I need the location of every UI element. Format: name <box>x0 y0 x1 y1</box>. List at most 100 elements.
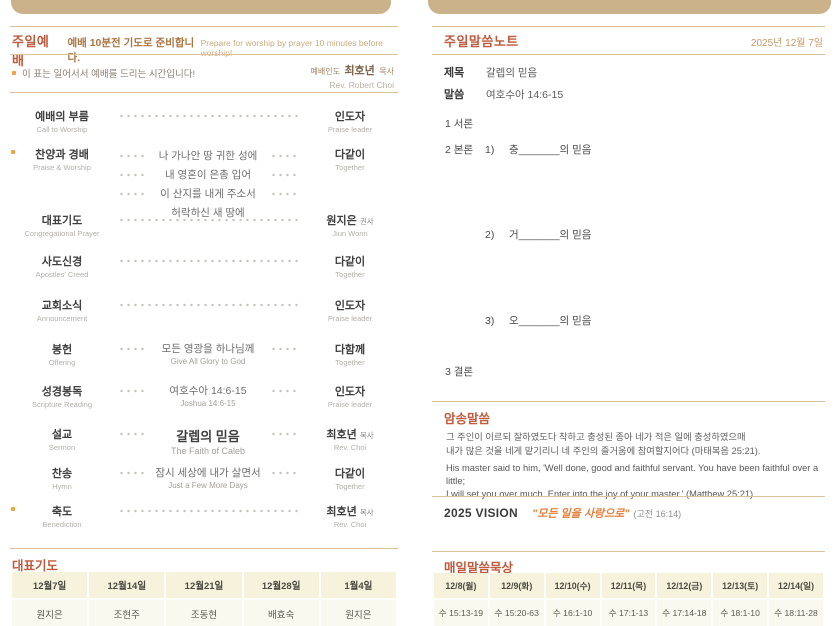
note-header: 주일말씀노트 <box>444 31 825 50</box>
table-header-cell: 12/13(토) <box>713 573 768 598</box>
table-cell: 원지은 <box>12 600 88 626</box>
dotted-leader <box>270 469 298 477</box>
leader-title: 목사 <box>379 67 394 76</box>
outline-point-3: 3) 오_______의 믿음 <box>485 315 592 327</box>
table-header-cell: 12/9(화) <box>489 573 544 598</box>
divider <box>432 551 825 552</box>
divider <box>432 54 825 55</box>
standing-marker-icon <box>11 150 15 154</box>
dotted-leader <box>270 345 298 353</box>
memory-verse-korean: 그 주인이 이르되 잘하였도다 착하고 충성된 종아 네가 적은 일에 충성하였… <box>446 432 761 456</box>
table-row: 수 15:13-19 수 15:20-63 수 16:1-10 수 17:1-1… <box>434 600 823 626</box>
right-top-bar <box>428 0 831 14</box>
dotted-leader <box>118 170 146 179</box>
sermon-note-page: 주일말씀노트 2025년 12월 7일 제목 갈렙의 믿음 말씀 여호수아 14… <box>428 0 831 626</box>
dotted-leader <box>118 256 298 265</box>
table-cell: 조동현 <box>166 600 242 626</box>
order-row-scripture-reading: 성경봉독 Scripture Reading 여호수아 14:6-15 Joshua… <box>31 385 373 409</box>
divider <box>10 92 398 93</box>
dotted-leader <box>270 189 298 198</box>
table-header-cell: 12/14(일) <box>769 573 823 598</box>
leader-prefix: 예배인도 <box>310 67 340 76</box>
worship-subtitle-en: Prepare for worship by prayer 10 minutes… <box>200 38 383 58</box>
table-cell: 수 17:1-13 <box>601 600 656 626</box>
dotted-leader <box>118 430 146 438</box>
divider <box>10 54 398 55</box>
table-header-cell: 12/10(수) <box>545 573 600 598</box>
divider <box>10 26 398 27</box>
order-row-benediction: 축도 Benediction 최호년 목사 Rev. Choi <box>10 503 398 529</box>
divider <box>10 548 398 549</box>
table-cell: 수 17:14-18 <box>657 600 712 626</box>
divider <box>432 26 825 27</box>
dotted-leader <box>118 506 298 515</box>
dotted-leader <box>118 215 298 224</box>
sermon-scripture-row: 말씀 여호수아 14:6-15 <box>444 89 564 101</box>
worship-leader: 예배인도 최호년 목사 Rev. Robert Choi <box>311 61 394 90</box>
table-header-cell: 12/11(목) <box>601 573 656 598</box>
dotted-leader <box>118 151 146 160</box>
order-row-apostles-creed: 사도신경 Apostles' Creed 다같이 Together <box>35 256 366 279</box>
outline-point-2: 2) 거_______의 믿음 <box>485 229 592 241</box>
worship-subtitle-ko: 예배 10분전 기도로 준비합니다. <box>67 37 195 64</box>
worship-order-page: 주일예배 예배 10분전 기도로 준비합니다. Prepare for wors… <box>10 0 398 626</box>
table-cell: 조현주 <box>89 600 165 626</box>
worship-title: 주일예배 <box>12 34 50 68</box>
table-header-cell: 12월14일 <box>89 572 165 598</box>
dotted-leader <box>270 170 298 179</box>
worship-header: 주일예배 예배 10분전 기도로 준비합니다. Prepare for wors… <box>12 31 398 69</box>
order-row-hymn: 찬송 Hymn 잠시 세상에 내가 살면서 Just a Few More Days… <box>51 467 366 491</box>
order-row-sermon: 설교 Sermon 갈렙의 믿음 The Faith of Caleb 최호년 목사… <box>48 429 374 456</box>
orange-square-icon <box>12 71 16 75</box>
left-top-bar <box>11 0 391 14</box>
order-row-offering: 봉헌 Offering 모든 영광을 하나님께 Give All Glory to … <box>48 343 366 367</box>
table-cell: 원지은 <box>320 600 396 626</box>
memory-verse-title: 암송말씀 <box>444 412 491 426</box>
dotted-leader <box>270 151 298 160</box>
standing-marker-icon <box>11 507 15 511</box>
table-header-cell: 12/12(금) <box>657 573 712 598</box>
note-title: 주일말씀노트 <box>444 34 519 49</box>
table-cell: 수 16:1-10 <box>545 600 600 626</box>
outline-intro: 1 서론 <box>445 118 474 130</box>
leader-name: 최호년 <box>344 65 375 77</box>
dotted-leader <box>270 430 298 438</box>
divider <box>432 496 825 497</box>
leader-name-en: Rev. Robert Choi <box>329 80 394 90</box>
table-header-cell: 12/8(월) <box>434 573 488 598</box>
table-header-cell: 12월28일 <box>243 572 319 598</box>
order-row-praise-worship: 찬양과 경배 Praise & Worship 나 가나안 땅 귀한 성에 내 영… <box>10 146 398 222</box>
sermon-title-row: 제목 갈렙의 믿음 <box>444 67 538 79</box>
prayer-schedule-title: 대표기도 <box>12 559 59 573</box>
table-cell: 수 18:1-10 <box>713 600 768 626</box>
dotted-leader <box>270 387 298 395</box>
divider <box>432 401 825 402</box>
memory-verse-english: His master said to him, 'Well done, good… <box>446 463 819 499</box>
dotted-leader <box>118 300 298 309</box>
dotted-leader <box>118 345 146 353</box>
daily-reading-table: 12/8(월) 12/9(화) 12/10(수) 12/11(목) 12/12(… <box>432 571 825 626</box>
prayer-schedule-table: 12월7일 12월14일 12월21일 12월28일 1월4일 원지은 조현주 … <box>10 570 398 626</box>
standing-notice: 이 표는 일어서서 예배를 드리는 시간입니다! <box>12 66 195 80</box>
order-row-announcement: 교회소식 Announcement 인도자 Praise leader <box>36 300 373 323</box>
table-header-cell: 12월7일 <box>12 572 88 598</box>
outline-point-1: 2 본론 1) 충_______의 믿음 <box>445 144 592 156</box>
dotted-leader <box>118 111 298 120</box>
dotted-leader <box>118 469 146 477</box>
table-cell: 수 15:13-19 <box>434 600 488 626</box>
table-row: 원지은 조현주 조동현 배효숙 원지은 <box>12 600 396 626</box>
song-list: 나 가나안 땅 귀한 성에 내 영혼이 은총 입어 이 산지를 내게 주소서 허… <box>114 146 302 222</box>
table-cell: 수 15:20-63 <box>489 600 544 626</box>
outline-conclusion: 3 결론 <box>445 366 474 378</box>
dotted-leader <box>118 387 146 395</box>
table-header-cell: 1월4일 <box>320 572 396 598</box>
dotted-leader <box>118 189 146 198</box>
table-cell: 배효숙 <box>243 600 319 626</box>
order-row-congregational-prayer: 대표기도 Congregational Prayer 원지은 권사 Jiun Won… <box>24 215 374 238</box>
table-header-cell: 12월21일 <box>166 572 242 598</box>
table-cell: 수 18:11-28 <box>769 600 823 626</box>
note-date: 2025년 12월 7일 <box>750 38 823 49</box>
order-row-call-to-worship: 예배의 부름 Call to Worship 인도자 Praise leader <box>35 111 373 134</box>
daily-reading-title: 매일말씀묵상 <box>444 561 514 575</box>
